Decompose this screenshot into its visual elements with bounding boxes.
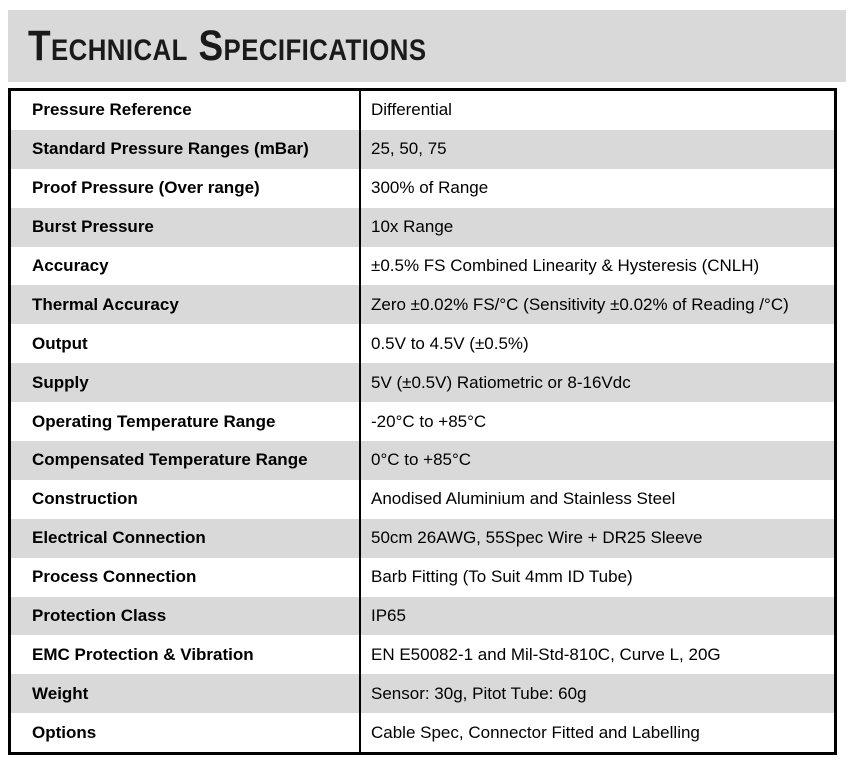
spec-value-cell: 0°C to +85°C [359, 441, 836, 480]
spec-value-cell: EN E50082-1 and Mil-Std-810C, Curve L, 2… [359, 635, 836, 675]
spec-value-cell: 0.5V to 4.5V (±0.5%) [359, 324, 836, 364]
spec-label-cell: Options [32, 722, 97, 742]
spec-value-cell: 10x Range [359, 207, 836, 247]
page-title: Technical Specifications [28, 21, 427, 70]
spec-value-cell: Differential [359, 89, 836, 130]
spec-value-cell: 25, 50, 75 [359, 129, 836, 169]
spec-label-cell: Electrical Connection [32, 528, 206, 548]
spec-label-cell: Output [32, 333, 88, 353]
spec-label-cell: Thermal Accuracy [32, 294, 179, 314]
table-row: Operating Temperature Range -20°C to +85… [9, 402, 836, 442]
table-row: Protection Class IP65 [9, 596, 836, 636]
spec-label-cell: EMC Protection & Vibration [32, 644, 254, 664]
spec-value-cell: Cable Spec, Connector Fitted and Labelli… [359, 713, 836, 754]
table-row: Supply 5V (±0.5V) Ratiometric or 8-16Vdc [9, 363, 836, 403]
spec-label-cell: Burst Pressure [32, 217, 154, 237]
spec-label-cell: Pressure Reference [32, 100, 192, 120]
spec-value-cell: Anodised Aluminium and Stainless Steel [359, 479, 836, 519]
table-row: Electrical Connection 50cm 26AWG, 55Spec… [9, 518, 836, 558]
spec-label-cell: Protection Class [32, 606, 167, 626]
spec-label-cell: Operating Temperature Range [32, 411, 276, 431]
table-row: Proof Pressure (Over range) 300% of Rang… [9, 168, 836, 208]
table-row: EMC Protection & Vibration EN E50082-1 a… [9, 635, 836, 675]
spec-value-cell: 300% of Range [359, 168, 836, 208]
spec-value-cell: IP65 [359, 596, 836, 636]
spec-table-body: Pressure Reference Differential Standard… [9, 89, 836, 754]
table-row: Accuracy ±0.5% FS Combined Linearity & H… [9, 246, 836, 286]
spec-label-cell: Proof Pressure (Over range) [32, 178, 260, 198]
table-row: Burst Pressure 10x Range [9, 207, 836, 247]
spec-label-cell: Construction [32, 489, 138, 509]
table-row: Process Connection Barb Fitting (To Suit… [9, 557, 836, 597]
spec-value-cell: Zero ±0.02% FS/°C (Sensitivity ±0.02% of… [359, 285, 836, 325]
spec-table: Pressure Reference Differential Standard… [8, 88, 837, 756]
title-bar: Technical Specifications [8, 10, 846, 82]
spec-value-cell: Barb Fitting (To Suit 4mm ID Tube) [359, 557, 836, 597]
table-row: Weight Sensor: 30g, Pitot Tube: 60g [9, 674, 836, 714]
spec-label-cell: Supply [32, 372, 89, 392]
spec-label-cell: Standard Pressure Ranges (mBar) [32, 139, 309, 159]
table-row: Options Cable Spec, Connector Fitted and… [9, 713, 836, 754]
spec-label-cell: Process Connection [32, 567, 197, 587]
table-row: Standard Pressure Ranges (mBar) 25, 50, … [9, 129, 836, 169]
table-row: Thermal Accuracy Zero ±0.02% FS/°C (Sens… [9, 285, 836, 325]
table-row: Compensated Temperature Range 0°C to +85… [9, 441, 836, 480]
table-row: Output 0.5V to 4.5V (±0.5%) [9, 324, 836, 364]
spec-label-cell: Compensated Temperature Range [32, 450, 308, 470]
spec-value-cell: ±0.5% FS Combined Linearity & Hysteresis… [359, 246, 836, 286]
spec-label-cell: Accuracy [32, 256, 109, 275]
table-row: Pressure Reference Differential [9, 89, 836, 130]
spec-label-cell: Weight [32, 683, 89, 703]
table-row: Construction Anodised Aluminium and Stai… [9, 479, 836, 519]
spec-value-cell: 50cm 26AWG, 55Spec Wire + DR25 Sleeve [359, 518, 836, 558]
spec-value-cell: 5V (±0.5V) Ratiometric or 8-16Vdc [359, 363, 836, 403]
spec-value-cell: Sensor: 30g, Pitot Tube: 60g [359, 674, 836, 714]
spec-value-cell: -20°C to +85°C [359, 402, 836, 442]
